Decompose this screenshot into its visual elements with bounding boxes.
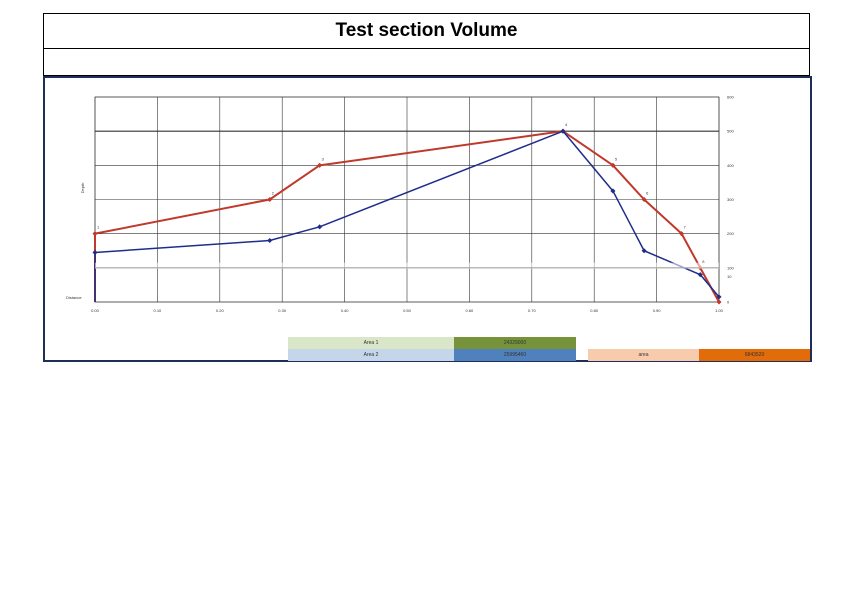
blue-series-point [92, 249, 98, 256]
x-tick-label: 0.00 [91, 308, 100, 313]
point-label: 1 [97, 225, 100, 230]
x-tick-label: 0.20 [216, 308, 225, 313]
x-tick-label: 0.70 [528, 308, 537, 313]
red-series-point [610, 162, 616, 168]
x-tick-label: 1.00 [715, 308, 724, 313]
chart-labels: 0.00 0.10 0.20 0.30 0.40 0.50 0.60 0.70 0.80 0.90… [66, 95, 734, 314]
point-label: 6 [646, 191, 649, 196]
red-series-point [716, 299, 722, 305]
x-tick-label: 0.50 [403, 308, 412, 313]
red-series-point [317, 162, 323, 168]
x-tick-label: 0.10 [154, 308, 163, 313]
blue-series-point [610, 188, 616, 194]
x-tick-label: 0.60 [466, 308, 475, 313]
x-tick-label: 0.40 [341, 308, 350, 313]
blue-series-point [641, 248, 647, 254]
red-series-point [267, 196, 273, 203]
distance-label: Distance [66, 295, 82, 300]
plot-area-border [94, 96, 720, 303]
point-label: 7 [684, 225, 687, 230]
red-series-point [92, 231, 98, 237]
blank-row [43, 49, 810, 76]
x-tick-label: 0.30 [278, 308, 287, 313]
red-series-line [94, 130, 720, 303]
point-label: 5 [615, 156, 618, 161]
right-tick-label: 300 [727, 197, 734, 202]
point-label: 3 [322, 156, 325, 161]
point-label: 2 [272, 191, 275, 196]
right-tick-label: 600 [727, 95, 734, 100]
area-1-label: Area 1 [288, 337, 454, 349]
right-tick-label: 0 [727, 300, 730, 305]
blue-series-point [317, 224, 323, 230]
area-2-value: 25995460 [454, 349, 576, 361]
x-tick-label: 0.80 [590, 308, 599, 313]
x-tick-label: 0.90 [653, 308, 662, 313]
area-value: 6843520 [699, 349, 810, 361]
chart-grid [94, 96, 720, 303]
line-chart: 0.00 0.10 0.20 0.30 0.40 0.50 0.60 0.70 0.80 0.90… [66, 95, 734, 314]
title-box: Test section Volume [43, 13, 810, 49]
page-title: Test section Volume [335, 20, 518, 41]
right-tick-label: 400 [727, 163, 734, 168]
right-tick-label: 200 [727, 231, 734, 236]
area-1-value: 24329000 [454, 337, 576, 349]
area-label: area [588, 349, 699, 361]
right-tick-label: 10 [727, 274, 732, 279]
chart-frame [43, 76, 812, 362]
blue-series-point [267, 237, 273, 244]
point-label: 8 [702, 259, 705, 264]
right-tick-label: 500 [727, 129, 734, 134]
area-2-label: Area 2 [288, 349, 454, 361]
highlight-band [95, 262, 719, 269]
right-tick-label: 100 [727, 265, 734, 270]
y-axis-label: Depth [80, 183, 85, 194]
point-label: 4 [565, 122, 568, 127]
blue-series-point [716, 294, 722, 300]
